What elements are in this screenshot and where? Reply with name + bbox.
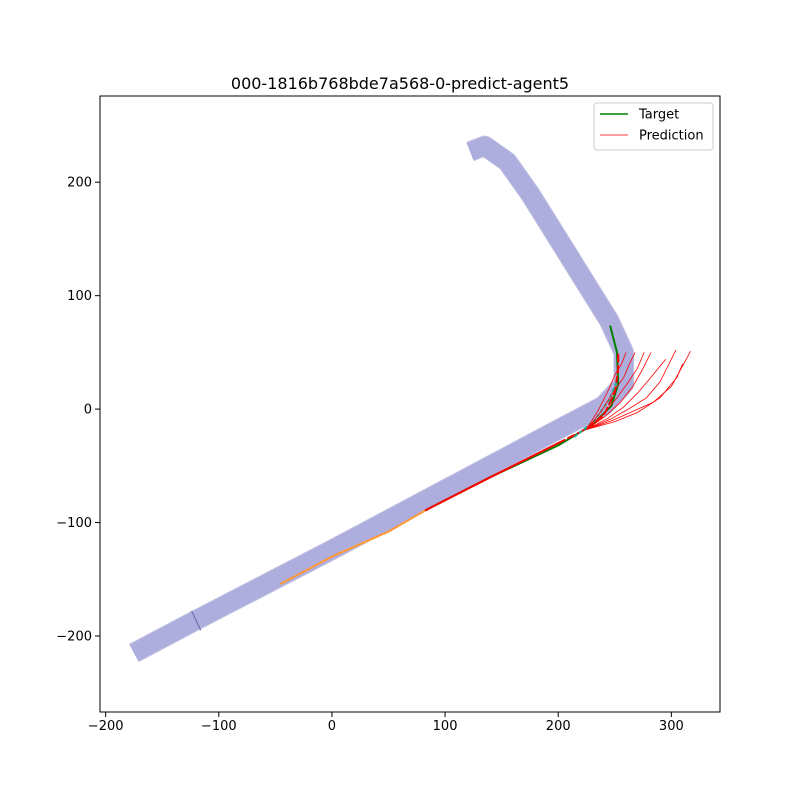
x-tick-label: 200 (546, 719, 571, 734)
legend-label-prediction: Prediction (639, 129, 704, 144)
x-tick-label: 0 (328, 719, 336, 734)
y-tick-label: 200 (67, 176, 92, 191)
prediction-trajectory-0 (586, 352, 636, 430)
chart-title: 000-1816b768bde7a568-0-predict-agent5 (231, 74, 569, 93)
axes-frame (99, 95, 721, 713)
lane-divider (191, 610, 202, 631)
x-tick-label: 300 (659, 719, 684, 734)
y-tick-label: −100 (56, 516, 92, 531)
legend: Target Prediction (593, 102, 714, 151)
series-1 (280, 509, 427, 585)
y-tick-label: −200 (56, 629, 92, 644)
prediction-trajectory-1 (586, 352, 645, 430)
prediction-layer (586, 349, 691, 430)
prediction-trajectory-4 (586, 349, 677, 430)
y-axis-ticks: −200 −100 0 100 200 (56, 176, 100, 644)
prediction-trajectory-6 (586, 352, 627, 430)
y-tick-label: 0 (84, 403, 92, 418)
x-tick-label: 100 (433, 719, 458, 734)
y-tick-label: 100 (67, 289, 92, 304)
plot-area (99, 95, 721, 713)
prediction-trajectory-2 (586, 352, 652, 430)
prediction-trajectory-7 (586, 363, 684, 430)
prediction-trajectory-3 (586, 358, 667, 430)
series-2 (424, 442, 560, 512)
legend-label-target: Target (638, 108, 679, 123)
lane-layer (129, 135, 635, 663)
lane-fill (129, 136, 634, 662)
x-tick-label: −200 (88, 719, 124, 734)
x-axis-ticks: −200 −100 0 100 200 300 (88, 712, 684, 734)
series-3 (557, 353, 620, 445)
x-tick-label: −100 (201, 719, 237, 734)
